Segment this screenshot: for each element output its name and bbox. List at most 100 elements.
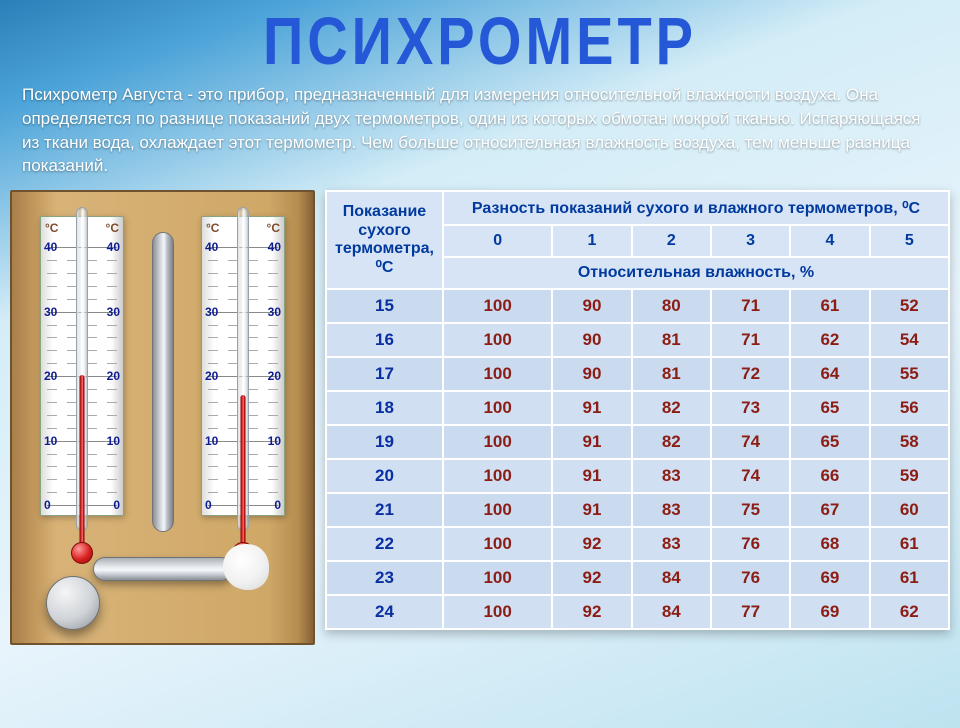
dry-tube: [76, 207, 88, 531]
humidity-cell: 54: [870, 323, 949, 357]
humidity-cell: 81: [632, 357, 711, 391]
humidity-cell: 61: [870, 527, 949, 561]
humidity-cell: 56: [870, 391, 949, 425]
humidity-cell: 100: [443, 289, 552, 323]
unit-label: °C: [206, 221, 219, 235]
humidity-cell: 91: [552, 425, 631, 459]
dry-temp-cell: 21: [326, 493, 443, 527]
humidity-cell: 100: [443, 357, 552, 391]
dry-bulb: [71, 542, 93, 564]
humidity-cell: 71: [711, 323, 790, 357]
humidity-cell: 90: [552, 289, 631, 323]
humidity-cell: 67: [790, 493, 869, 527]
table-row: 221009283766861: [326, 527, 949, 561]
humidity-cell: 61: [790, 289, 869, 323]
humidity-cell: 100: [443, 391, 552, 425]
humidity-cell: 77: [711, 595, 790, 629]
humidity-cell: 100: [443, 323, 552, 357]
wet-cloth: [223, 544, 269, 590]
table-row: 241009284776962: [326, 595, 949, 629]
humidity-cell: 100: [443, 595, 552, 629]
page-title: ПСИХРОМЕТР: [0, 2, 960, 80]
humidity-cell: 71: [711, 289, 790, 323]
humidity-cell: 100: [443, 527, 552, 561]
humidity-cell: 59: [870, 459, 949, 493]
humidity-cell: 76: [711, 561, 790, 595]
table-row: 181009182736556: [326, 391, 949, 425]
humidity-cell: 81: [632, 323, 711, 357]
humidity-cell: 62: [870, 595, 949, 629]
humidity-cell: 60: [870, 493, 949, 527]
diff-header: 4: [790, 225, 869, 257]
center-stem: [152, 232, 174, 532]
reservoir-pipe: [93, 557, 233, 581]
humidity-cell: 91: [552, 493, 631, 527]
humidity-cell: 74: [711, 459, 790, 493]
humidity-cell: 64: [790, 357, 869, 391]
humidity-cell: 65: [790, 425, 869, 459]
humidity-cell: 82: [632, 391, 711, 425]
humidity-cell: 84: [632, 561, 711, 595]
table-row: 171009081726455: [326, 357, 949, 391]
table-row: 201009183746659: [326, 459, 949, 493]
table-row: 231009284766961: [326, 561, 949, 595]
dry-temp-cell: 18: [326, 391, 443, 425]
unit-label: °C: [267, 221, 280, 235]
col-header: Разность показаний сухого и влажного тер…: [443, 191, 949, 225]
humidity-table-wrap: Показаниесухоготермометра,⁰C Разность по…: [325, 190, 950, 630]
wet-thermometer-plate: °C °C 001010202030304040: [201, 216, 285, 516]
humidity-cell: 83: [632, 493, 711, 527]
humidity-cell: 75: [711, 493, 790, 527]
humidity-cell: 69: [790, 561, 869, 595]
humidity-cell: 73: [711, 391, 790, 425]
table-row: 151009080716152: [326, 289, 949, 323]
sub-header: Относительная влажность, %: [443, 257, 949, 289]
humidity-cell: 91: [552, 391, 631, 425]
humidity-cell: 100: [443, 561, 552, 595]
row-header: Показаниесухоготермометра,⁰C: [326, 191, 443, 289]
diff-header: 2: [632, 225, 711, 257]
humidity-cell: 80: [632, 289, 711, 323]
humidity-cell: 90: [552, 357, 631, 391]
humidity-cell: 83: [632, 459, 711, 493]
table-row: 161009081716254: [326, 323, 949, 357]
unit-label: °C: [106, 221, 119, 235]
humidity-cell: 84: [632, 595, 711, 629]
table-body: 1510090807161521610090817162541710090817…: [326, 289, 949, 629]
dry-temp-cell: 15: [326, 289, 443, 323]
dry-temp-cell: 19: [326, 425, 443, 459]
humidity-cell: 100: [443, 425, 552, 459]
humidity-cell: 66: [790, 459, 869, 493]
humidity-cell: 100: [443, 459, 552, 493]
humidity-cell: 92: [552, 595, 631, 629]
humidity-cell: 100: [443, 493, 552, 527]
diff-header: 5: [870, 225, 949, 257]
dry-temp-cell: 20: [326, 459, 443, 493]
table-row: 191009182746558: [326, 425, 949, 459]
humidity-cell: 91: [552, 459, 631, 493]
humidity-cell: 90: [552, 323, 631, 357]
dry-temp-cell: 17: [326, 357, 443, 391]
diff-header: 0: [443, 225, 552, 257]
humidity-cell: 58: [870, 425, 949, 459]
humidity-table: Показаниесухоготермометра,⁰C Разность по…: [325, 190, 950, 630]
humidity-cell: 83: [632, 527, 711, 561]
table-row: 211009183756760: [326, 493, 949, 527]
humidity-cell: 55: [870, 357, 949, 391]
humidity-cell: 92: [552, 561, 631, 595]
dry-temp-cell: 16: [326, 323, 443, 357]
diff-header: 3: [711, 225, 790, 257]
humidity-cell: 62: [790, 323, 869, 357]
humidity-cell: 61: [870, 561, 949, 595]
humidity-cell: 82: [632, 425, 711, 459]
diff-header: 1: [552, 225, 631, 257]
description-text: Психрометр Августа - это прибор, предназ…: [0, 73, 960, 190]
humidity-cell: 65: [790, 391, 869, 425]
water-cup: [46, 576, 100, 630]
humidity-cell: 52: [870, 289, 949, 323]
psychrometer-illustration: °C °C 001010202030304040 °C °C 001010202…: [10, 190, 315, 645]
humidity-cell: 74: [711, 425, 790, 459]
dry-mercury: [80, 375, 85, 554]
humidity-cell: 76: [711, 527, 790, 561]
dry-temp-cell: 23: [326, 561, 443, 595]
